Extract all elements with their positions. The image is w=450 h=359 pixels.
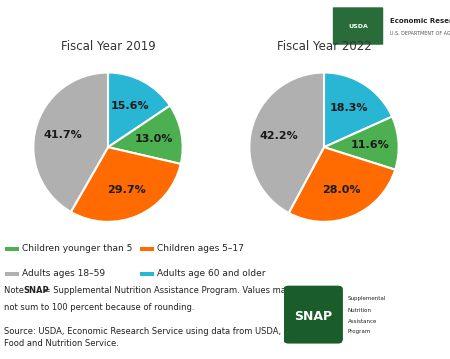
Text: SNAP: SNAP [24, 286, 50, 295]
Text: CHARTS: CHARTS [342, 338, 385, 348]
FancyBboxPatch shape [284, 286, 343, 344]
Wedge shape [108, 106, 183, 164]
Text: 18.3%: 18.3% [330, 103, 369, 113]
Wedge shape [289, 147, 395, 222]
Wedge shape [108, 73, 170, 147]
Text: Children ages 5–17: Children ages 5–17 [157, 244, 244, 253]
Bar [4, 247, 19, 251]
Bar [140, 247, 154, 251]
Text: 13.0%: 13.0% [135, 134, 173, 144]
Text: 11.6%: 11.6% [351, 140, 390, 149]
Text: 41.7%: 41.7% [44, 130, 83, 140]
Text: Adults ages 18–59: Adults ages 18–59 [22, 270, 105, 279]
Wedge shape [33, 73, 108, 212]
Text: Program: Program [348, 330, 371, 335]
Text: 42.2%: 42.2% [260, 131, 298, 141]
Text: Economic Research Service: Economic Research Service [390, 18, 450, 24]
Text: Source: USDA, Economic Research Service using data from USDA,
Food and Nutrition: Source: USDA, Economic Research Service … [4, 327, 282, 348]
Text: not sum to 100 percent because of rounding.: not sum to 100 percent because of roundi… [4, 303, 195, 312]
Text: of: of [393, 338, 401, 348]
Text: Nutrition: Nutrition [348, 308, 372, 313]
Text: Children younger than 5: Children younger than 5 [22, 244, 132, 253]
Text: Note:: Note: [4, 286, 30, 295]
Text: = Supplemental Nutrition Assistance Program. Values may: = Supplemental Nutrition Assistance Prog… [41, 286, 291, 295]
Wedge shape [249, 73, 324, 213]
Bar [4, 272, 19, 276]
Title: Fiscal Year 2022: Fiscal Year 2022 [277, 40, 371, 53]
Text: USDA: USDA [348, 24, 368, 28]
Text: 15.6%: 15.6% [111, 101, 149, 111]
Text: SNAP: SNAP [294, 310, 332, 323]
Title: Fiscal Year 2019: Fiscal Year 2019 [61, 40, 155, 53]
Text: U.S. DEPARTMENT OF AGRICULTURE: U.S. DEPARTMENT OF AGRICULTURE [390, 31, 450, 36]
Text: Supplemental: Supplemental [348, 296, 386, 301]
Wedge shape [324, 73, 392, 147]
Text: Assistance: Assistance [348, 319, 377, 324]
Text: Distribution of SNAP participants by age: Distribution of SNAP participants by age [8, 19, 326, 33]
Text: NOTE: NOTE [405, 338, 435, 348]
Bar [140, 272, 154, 276]
FancyBboxPatch shape [333, 7, 383, 45]
Wedge shape [324, 117, 399, 170]
Text: Adults age 60 and older: Adults age 60 and older [157, 270, 266, 279]
Text: 28.0%: 28.0% [322, 185, 361, 195]
Wedge shape [71, 147, 181, 222]
Text: 29.7%: 29.7% [107, 185, 146, 195]
